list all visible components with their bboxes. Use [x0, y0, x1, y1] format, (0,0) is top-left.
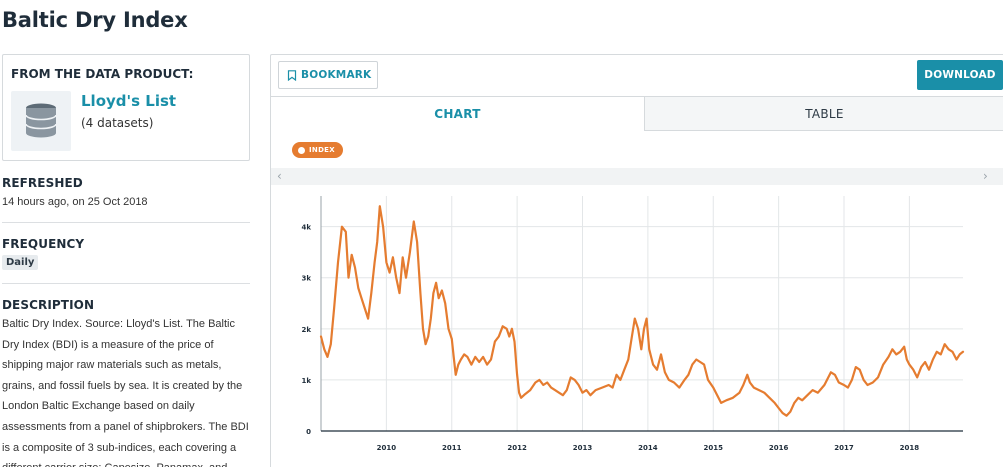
- x-tick-label: 2011: [442, 444, 462, 452]
- bookmark-icon: [287, 69, 297, 81]
- x-tick-label: 2013: [573, 444, 593, 452]
- chip-label: INDEX: [309, 146, 335, 154]
- x-tick-label: 2018: [900, 444, 920, 452]
- description-text: Baltic Dry Index. Source: Lloyd's List. …: [2, 314, 250, 467]
- y-tick-label: 2k: [301, 326, 311, 334]
- page-title: Baltic Dry Index: [2, 8, 188, 32]
- x-tick-label: 2015: [704, 444, 724, 452]
- bookmark-button[interactable]: BOOKMARK: [278, 61, 378, 89]
- database-icon: [11, 91, 71, 151]
- description-line: grains, and fossil fuels by sea. It is c…: [2, 379, 243, 392]
- tab-chart[interactable]: CHART: [271, 96, 644, 131]
- description-label: DESCRIPTION: [2, 298, 95, 312]
- series-line-index: [319, 205, 965, 417]
- y-tick-label: 0: [306, 428, 311, 436]
- refreshed-value: 14 hours ago, on 25 Oct 2018: [2, 196, 148, 208]
- divider: [2, 222, 250, 223]
- y-tick-label: 4k: [301, 224, 311, 232]
- description-line: Baltic Dry Index. Source: Lloyd's List. …: [2, 318, 235, 330]
- line-chart: 0 1k 2k 3k 4k 2010 2011 2012 2013 2014 2015 2016 201…: [301, 196, 965, 452]
- description-line: shipping major raw materials such as met…: [2, 359, 222, 372]
- chart-panel: [270, 54, 1003, 467]
- chart-scroll-strip[interactable]: [271, 168, 1003, 185]
- dataset-count: (4 datasets): [81, 116, 154, 130]
- description-line: different carrier size: Capesize, Panama…: [2, 458, 250, 467]
- data-product-heading: FROM THE DATA PRODUCT:: [11, 67, 194, 81]
- description-line: London Baltic Exchange based on daily: [2, 400, 195, 413]
- description-line: is a composite of 3 sub-indices, each co…: [2, 441, 237, 454]
- x-tick-label: 2010: [377, 444, 397, 452]
- frequency-label: FREQUENCY: [2, 237, 85, 251]
- x-tick-label: 2016: [769, 444, 789, 452]
- refreshed-label: REFRESHED: [2, 176, 83, 190]
- scroll-left-icon[interactable]: ‹: [277, 169, 282, 183]
- data-product-link[interactable]: Lloyd's List: [81, 92, 177, 110]
- tab-table[interactable]: TABLE: [644, 96, 1003, 131]
- x-tick-label: 2014: [638, 444, 658, 452]
- divider: [2, 283, 250, 284]
- y-tick-label: 3k: [301, 275, 311, 283]
- scroll-right-icon[interactable]: ›: [983, 169, 988, 183]
- y-tick-label: 1k: [301, 377, 311, 385]
- description-line: Dry Index (BDI) is a measure of the pric…: [2, 338, 214, 351]
- data-product-card: FROM THE DATA PRODUCT: Lloyd's List (4 d…: [2, 54, 250, 161]
- download-button[interactable]: DOWNLOAD: [917, 60, 1003, 90]
- bookmark-label: BOOKMARK: [301, 69, 372, 81]
- chip-dot-icon: [298, 146, 305, 154]
- description-line: assessments from a panel of shipbrokers.…: [2, 420, 249, 433]
- x-tick-label: 2012: [507, 444, 527, 452]
- x-tick-label: 2017: [834, 444, 854, 452]
- series-toggle-chip[interactable]: INDEX: [292, 142, 343, 158]
- frequency-badge: Daily: [2, 255, 39, 270]
